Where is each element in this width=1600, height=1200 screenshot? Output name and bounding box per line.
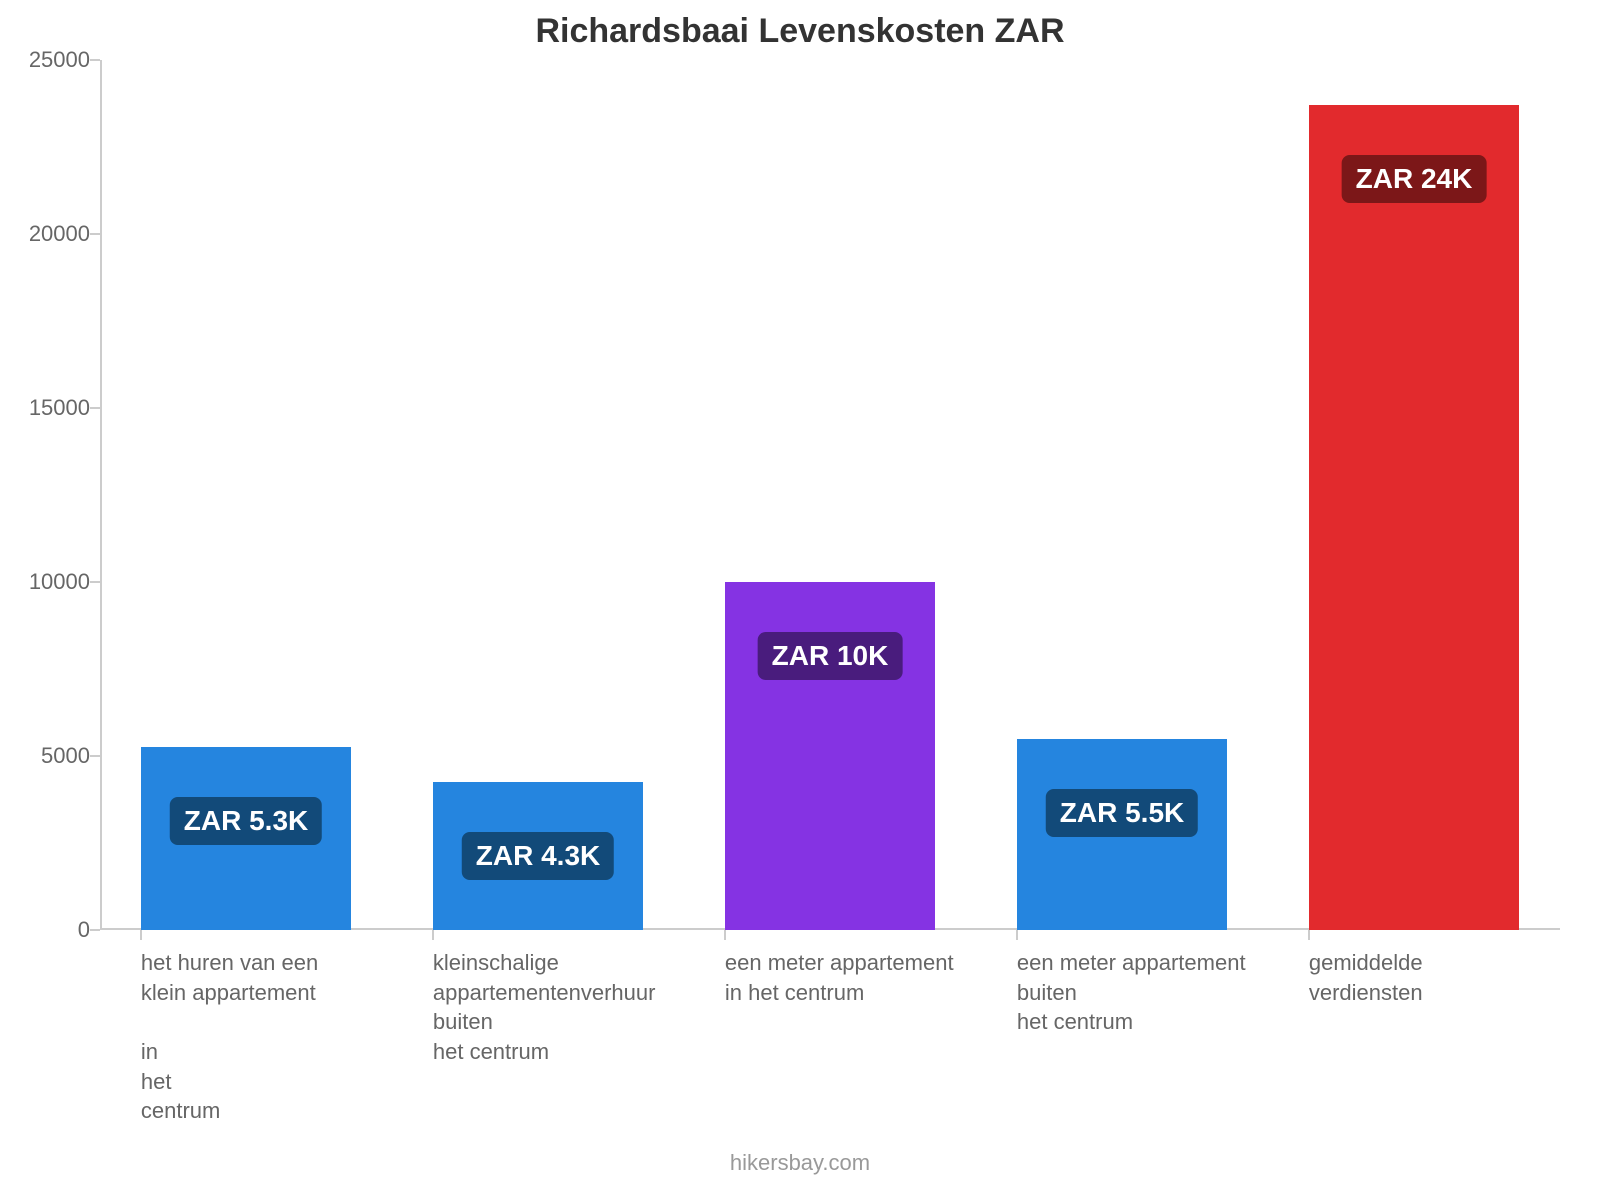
x-tick-mark (432, 930, 434, 940)
category-label: kleinschalige appartementenverhuur buite… (433, 948, 656, 1067)
x-tick-mark (724, 930, 726, 940)
category-label: een meter appartement buiten het centrum (1017, 948, 1246, 1037)
x-tick-mark (1016, 930, 1018, 940)
y-tick-mark (90, 755, 100, 757)
bars-layer: ZAR 5.3K ZAR 4.3K ZAR 10K ZAR 5.5K ZAR 24K (100, 60, 1560, 930)
bar-value-label: ZAR 10K (758, 632, 903, 680)
footer-credit: hikersbay.com (0, 1150, 1600, 1176)
y-tick-label: 10000 (10, 569, 90, 595)
category-label: een meter appartement in het centrum (725, 948, 954, 1007)
y-tick-mark (90, 59, 100, 61)
y-tick-label: 0 (10, 917, 90, 943)
chart-title: Richardsbaai Levenskosten ZAR (0, 12, 1600, 51)
plot-area: ZAR 5.3KZAR 4.3KZAR 10KZAR 5.5KZAR 24K 0… (100, 60, 1560, 930)
category-label: gemiddelde verdiensten (1309, 948, 1423, 1007)
bar (1309, 105, 1519, 930)
y-tick-mark (90, 407, 100, 409)
chart-container: Richardsbaai Levenskosten ZAR ZAR 5.3KZA… (0, 0, 1600, 1200)
bar-value-label: ZAR 24K (1342, 155, 1487, 203)
y-tick-label: 15000 (10, 395, 90, 421)
x-tick-mark (140, 930, 142, 940)
y-tick-label: 5000 (10, 743, 90, 769)
category-label: het huren van een klein appartement in h… (141, 948, 318, 1126)
y-tick-mark (90, 233, 100, 235)
y-tick-label: 25000 (10, 47, 90, 73)
bar-value-label: ZAR 5.3K (170, 797, 322, 845)
y-tick-mark (90, 581, 100, 583)
bar-value-label: ZAR 5.5K (1046, 789, 1198, 837)
bar-value-label: ZAR 4.3K (462, 832, 614, 880)
x-tick-mark (1308, 930, 1310, 940)
y-tick-label: 20000 (10, 221, 90, 247)
y-tick-mark (90, 929, 100, 931)
